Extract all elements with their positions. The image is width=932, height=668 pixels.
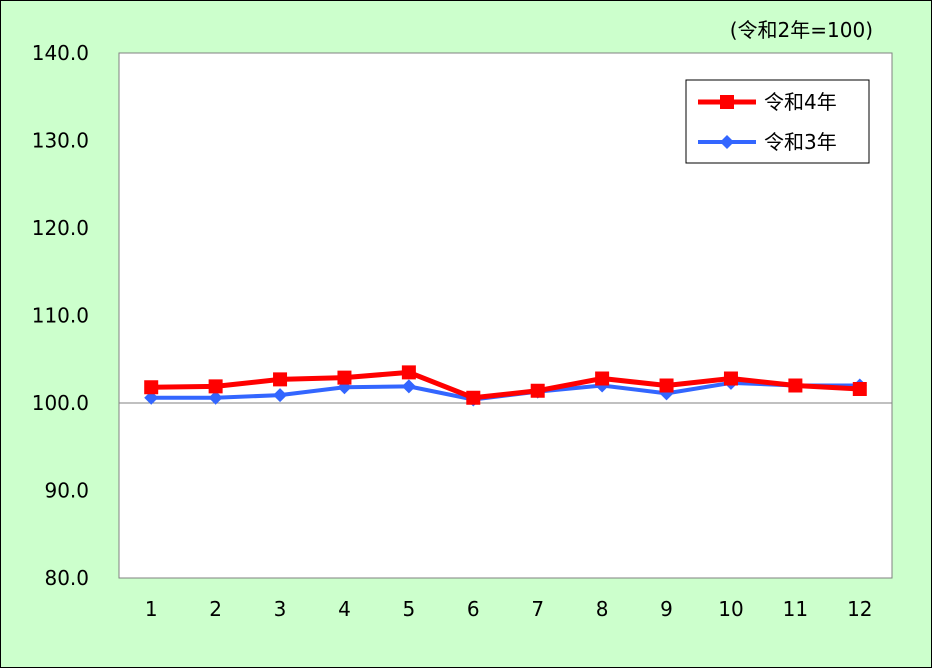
y-tick-label: 140.0 [32, 41, 89, 65]
data-point [273, 372, 288, 387]
y-tick-label: 130.0 [32, 129, 89, 153]
legend-label: 令和4年 [764, 90, 837, 114]
legend-label: 令和3年 [764, 130, 837, 154]
data-point [337, 370, 352, 385]
legend-marker [720, 135, 734, 149]
y-tick-label: 120.0 [32, 216, 89, 240]
x-tick-label: 10 [718, 597, 743, 621]
y-tick-label: 80.0 [44, 566, 89, 590]
data-point [208, 390, 223, 405]
legend-marker [720, 95, 734, 109]
x-tick-label: 12 [847, 597, 872, 621]
data-point [659, 378, 674, 393]
x-tick-label: 8 [596, 597, 609, 621]
data-point [144, 380, 159, 395]
x-tick-label: 1 [145, 597, 158, 621]
unit-note: (令和2年=100) [730, 18, 873, 42]
series-1 [144, 365, 867, 405]
data-point [401, 379, 416, 394]
x-tick-label: 2 [209, 597, 222, 621]
data-point [530, 383, 545, 398]
x-tick-label: 11 [783, 597, 808, 621]
data-point [788, 378, 803, 393]
x-tick-label: 6 [467, 597, 480, 621]
x-tick-label: 3 [274, 597, 287, 621]
y-tick-label: 100.0 [32, 391, 89, 415]
x-tick-label: 4 [338, 597, 351, 621]
data-point [466, 390, 481, 405]
data-point [723, 371, 738, 386]
series-line [151, 369, 860, 401]
x-tick-label: 9 [660, 597, 673, 621]
x-tick-label: 5 [403, 597, 416, 621]
data-point [401, 365, 416, 380]
x-tick-label: 7 [531, 597, 544, 621]
data-point [273, 388, 288, 403]
legend-box [685, 79, 870, 164]
data-point [852, 382, 867, 396]
data-point [595, 371, 610, 386]
y-tick-label: 90.0 [44, 479, 89, 503]
y-tick-label: 110.0 [32, 304, 89, 328]
data-point [208, 379, 223, 394]
